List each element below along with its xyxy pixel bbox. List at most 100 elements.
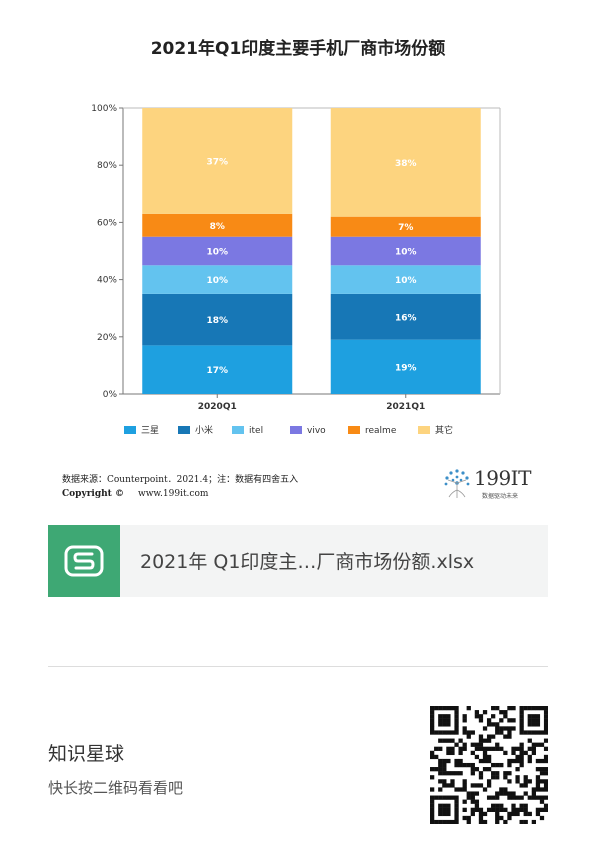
- qr-module: [543, 758, 548, 764]
- qr-module: [503, 710, 508, 715]
- legend-swatch: [290, 426, 302, 434]
- qr-module: [430, 811, 435, 817]
- qr-module: [503, 787, 508, 792]
- qr-module: [442, 730, 447, 735]
- bar-segment: [330, 108, 481, 217]
- qr-module: [482, 819, 488, 824]
- qr-module: [515, 775, 520, 780]
- qr-module: [539, 767, 545, 772]
- qr-module: [430, 750, 435, 756]
- data-label: 7%: [398, 223, 413, 233]
- qr-module: [430, 730, 435, 735]
- website-link[interactable]: www.199it.com: [137, 489, 209, 499]
- qr-module: [454, 815, 459, 821]
- qr-module: [462, 779, 467, 784]
- qr-module: [474, 742, 480, 747]
- qr-module: [450, 738, 455, 743]
- qr-module: [507, 734, 512, 739]
- data-label: 37%: [206, 157, 228, 167]
- qr-module: [491, 734, 496, 739]
- qr-code-icon[interactable]: [430, 706, 548, 824]
- qr-module: [474, 746, 480, 751]
- qr-module: [478, 815, 484, 821]
- qr-module: [519, 803, 524, 808]
- qr-module: [438, 730, 443, 735]
- qr-module: [527, 706, 532, 711]
- bar-segment: [142, 345, 293, 394]
- qr-module: [482, 746, 488, 751]
- qr-module: [543, 726, 548, 731]
- qr-module: [543, 714, 548, 719]
- qr-module: [543, 783, 548, 788]
- qr-module: [507, 706, 512, 711]
- qr-module: [430, 722, 435, 727]
- qr-module: [535, 742, 541, 747]
- bar-segment: [330, 236, 481, 266]
- qr-module: [495, 746, 500, 751]
- qr-module: [486, 779, 492, 784]
- qr-module: [519, 795, 524, 800]
- qr-module: [486, 734, 492, 739]
- qr-module: [462, 783, 467, 788]
- qr-module: [446, 746, 451, 751]
- qr-module: [531, 718, 536, 723]
- qr-module: [482, 787, 488, 792]
- qr-module: [446, 718, 451, 723]
- qr-module: [539, 779, 545, 784]
- qr-module: [515, 795, 520, 800]
- qr-module: [478, 734, 484, 739]
- qr-module: [466, 730, 471, 735]
- qr-module: [438, 718, 443, 723]
- qr-module: [527, 779, 532, 784]
- qr-module: [454, 714, 459, 719]
- qr-module: [478, 738, 484, 743]
- qr-module: [454, 718, 459, 723]
- qr-module: [458, 738, 463, 743]
- bar-segment: [142, 213, 293, 237]
- qr-module: [438, 767, 443, 772]
- qr-module: [543, 738, 548, 743]
- qr-module: [535, 714, 541, 719]
- qr-module: [466, 795, 471, 800]
- brand-logo: 199IT 数据驱动未来: [440, 466, 560, 502]
- qr-module: [478, 783, 484, 788]
- qr-module: [535, 767, 541, 772]
- qr-module: [446, 750, 451, 756]
- qr-module: [438, 758, 443, 764]
- qr-module: [478, 819, 484, 824]
- qr-module: [482, 758, 488, 764]
- qr-module: [430, 819, 435, 824]
- qr-module: [482, 710, 488, 715]
- attachment-card[interactable]: 2021年 Q1印度主…厂商市场份额.xlsx: [48, 525, 548, 597]
- qr-module: [430, 807, 435, 812]
- qr-module: [519, 706, 524, 711]
- x-tick-label: 2021Q1: [386, 402, 425, 412]
- qr-module: [539, 742, 545, 747]
- qr-module: [454, 758, 459, 764]
- qr-module: [519, 783, 524, 788]
- qr-module: [511, 811, 516, 817]
- qr-module: [519, 714, 524, 719]
- qr-module: [511, 807, 516, 812]
- qr-module: [442, 811, 447, 817]
- qr-module: [495, 819, 500, 824]
- qr-module: [450, 750, 455, 756]
- qr-module: [442, 807, 447, 812]
- qr-module: [466, 819, 471, 824]
- qr-module: [430, 714, 435, 719]
- qr-module: [482, 811, 488, 817]
- qr-module: [434, 706, 439, 711]
- qr-module: [543, 779, 548, 784]
- qr-module: [470, 730, 475, 735]
- qr-module: [454, 722, 459, 727]
- qr-module: [486, 738, 492, 743]
- qr-module: [535, 706, 541, 711]
- data-label: 10%: [206, 248, 228, 258]
- qr-module: [486, 795, 492, 800]
- qr-module: [450, 779, 455, 784]
- qr-module: [458, 762, 463, 768]
- qr-module: [450, 730, 455, 735]
- qr-module: [462, 730, 467, 735]
- qr-module: [478, 811, 484, 817]
- qr-module: [515, 807, 520, 812]
